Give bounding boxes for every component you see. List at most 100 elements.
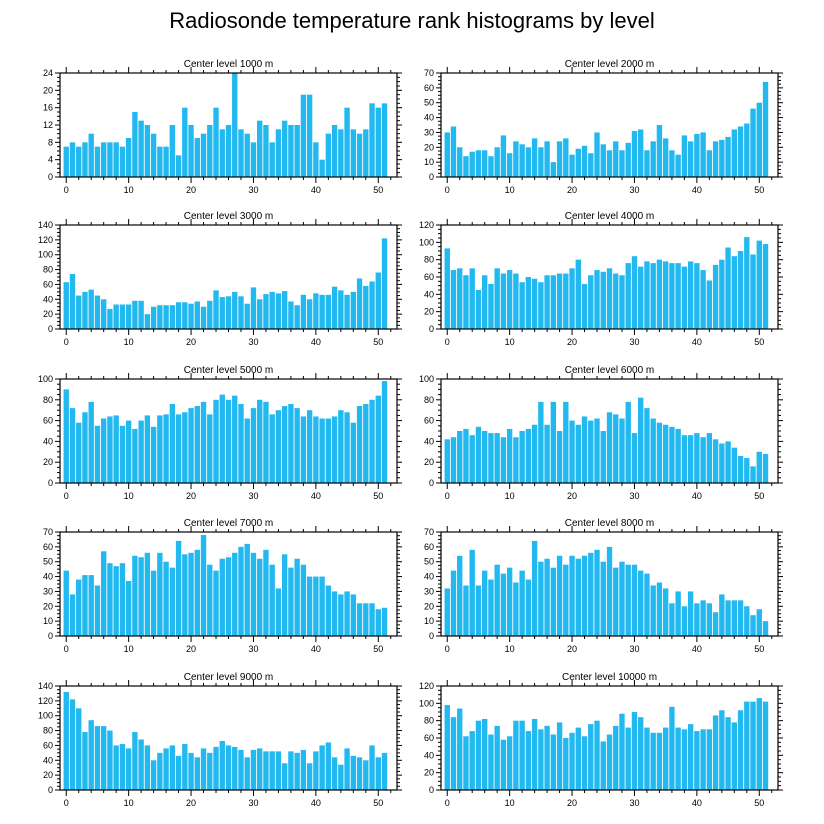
bar: [656, 125, 663, 177]
bar: [232, 291, 238, 329]
bar: [712, 141, 719, 177]
bar: [200, 306, 207, 329]
bar: [88, 289, 94, 329]
bar: [188, 552, 194, 636]
bar: [269, 291, 275, 329]
x-tick-label: 30: [629, 491, 639, 501]
bar: [500, 273, 507, 329]
y-tick-label: 100: [38, 250, 53, 260]
panel-title: Center level 1000 m: [184, 59, 274, 70]
bar: [613, 725, 619, 790]
bar: [662, 588, 669, 636]
bar: [600, 144, 606, 177]
bar: [482, 275, 488, 329]
bar: [325, 742, 332, 790]
bar: [132, 555, 138, 636]
histogram-panel-5: Center level 5000 m 0 20 40 60 80 100 0 10 20 30 40…: [38, 365, 402, 501]
bar: [482, 431, 488, 483]
bar: [369, 103, 375, 177]
bar: [681, 729, 688, 790]
bar: [263, 125, 269, 177]
bar: [656, 732, 663, 790]
bar: [356, 406, 363, 483]
bar: [300, 564, 307, 636]
bar: [519, 144, 525, 177]
bar: [182, 554, 188, 636]
bar: [363, 760, 369, 790]
bar: [588, 552, 594, 636]
bar: [581, 145, 588, 177]
bar: [475, 585, 482, 636]
bar: [469, 731, 475, 790]
bar: [594, 549, 600, 636]
x-tick-label: 50: [373, 644, 383, 654]
bar: [232, 552, 238, 636]
bar: [363, 403, 369, 483]
bar: [138, 120, 144, 177]
bar: [338, 410, 344, 483]
bar: [719, 710, 725, 790]
bar: [319, 745, 325, 790]
y-tick-label: 0: [429, 785, 434, 795]
bar: [506, 428, 513, 483]
histogram-panel-7: Center level 7000 m 0 10 20 30 40 50 60 70 0 10 20 3…: [43, 518, 402, 654]
bar: [94, 585, 101, 636]
bar: [169, 567, 176, 636]
bar: [63, 389, 69, 483]
bar: [594, 720, 600, 790]
bar: [488, 734, 494, 790]
bar: [457, 147, 463, 177]
bar: [538, 401, 544, 483]
y-tick-label: 20: [43, 457, 53, 467]
bar: [69, 594, 76, 636]
bar: [288, 751, 294, 790]
x-tick-label: 0: [64, 491, 69, 501]
bar: [101, 418, 107, 483]
bar: [525, 579, 532, 636]
bar: [69, 408, 76, 483]
bar: [138, 420, 144, 483]
y-tick-label: 50: [424, 557, 434, 567]
bar: [88, 401, 94, 483]
bar: [719, 139, 725, 177]
bar: [157, 146, 163, 177]
bar: [113, 304, 119, 329]
bar: [350, 755, 356, 790]
bar: [650, 263, 656, 329]
bar: [444, 248, 450, 329]
bar: [650, 141, 656, 177]
y-tick-label: 60: [424, 733, 434, 743]
histogram-panel-10: Center level 10000 m 0 20 40 60 80 100 120 0 10 20…: [419, 672, 783, 808]
bar: [756, 240, 762, 329]
bar: [150, 306, 157, 329]
y-tick-label: 30: [424, 127, 434, 137]
bar: [188, 303, 194, 329]
bar: [450, 717, 457, 790]
bar: [363, 129, 369, 177]
bar: [369, 603, 375, 636]
bar: [619, 713, 625, 790]
bar: [238, 546, 244, 636]
bar: [200, 133, 207, 177]
bar: [94, 146, 101, 177]
bar: [581, 555, 588, 636]
bar: [737, 600, 744, 636]
bar: [219, 558, 225, 636]
bar: [762, 701, 769, 790]
bar: [232, 746, 238, 790]
y-tick-label: 70: [424, 68, 434, 78]
x-tick-label: 40: [692, 798, 702, 808]
bar: [82, 732, 88, 790]
bar: [619, 418, 625, 483]
bar: [144, 125, 151, 177]
bar: [257, 558, 263, 636]
bar: [762, 81, 769, 177]
bar: [331, 757, 338, 790]
bar: [756, 102, 762, 177]
bar: [132, 112, 138, 177]
bar: [207, 752, 213, 790]
bar: [350, 291, 356, 329]
bar: [719, 443, 725, 483]
bar: [169, 125, 176, 177]
main-title: Radiosonde temperature rank histograms b…: [169, 8, 655, 33]
